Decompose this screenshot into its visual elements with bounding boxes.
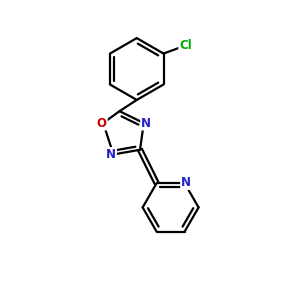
- Text: N: N: [106, 148, 116, 161]
- Text: N: N: [141, 116, 151, 130]
- Text: N: N: [181, 176, 191, 189]
- Text: Cl: Cl: [179, 39, 192, 52]
- Text: O: O: [97, 116, 107, 130]
